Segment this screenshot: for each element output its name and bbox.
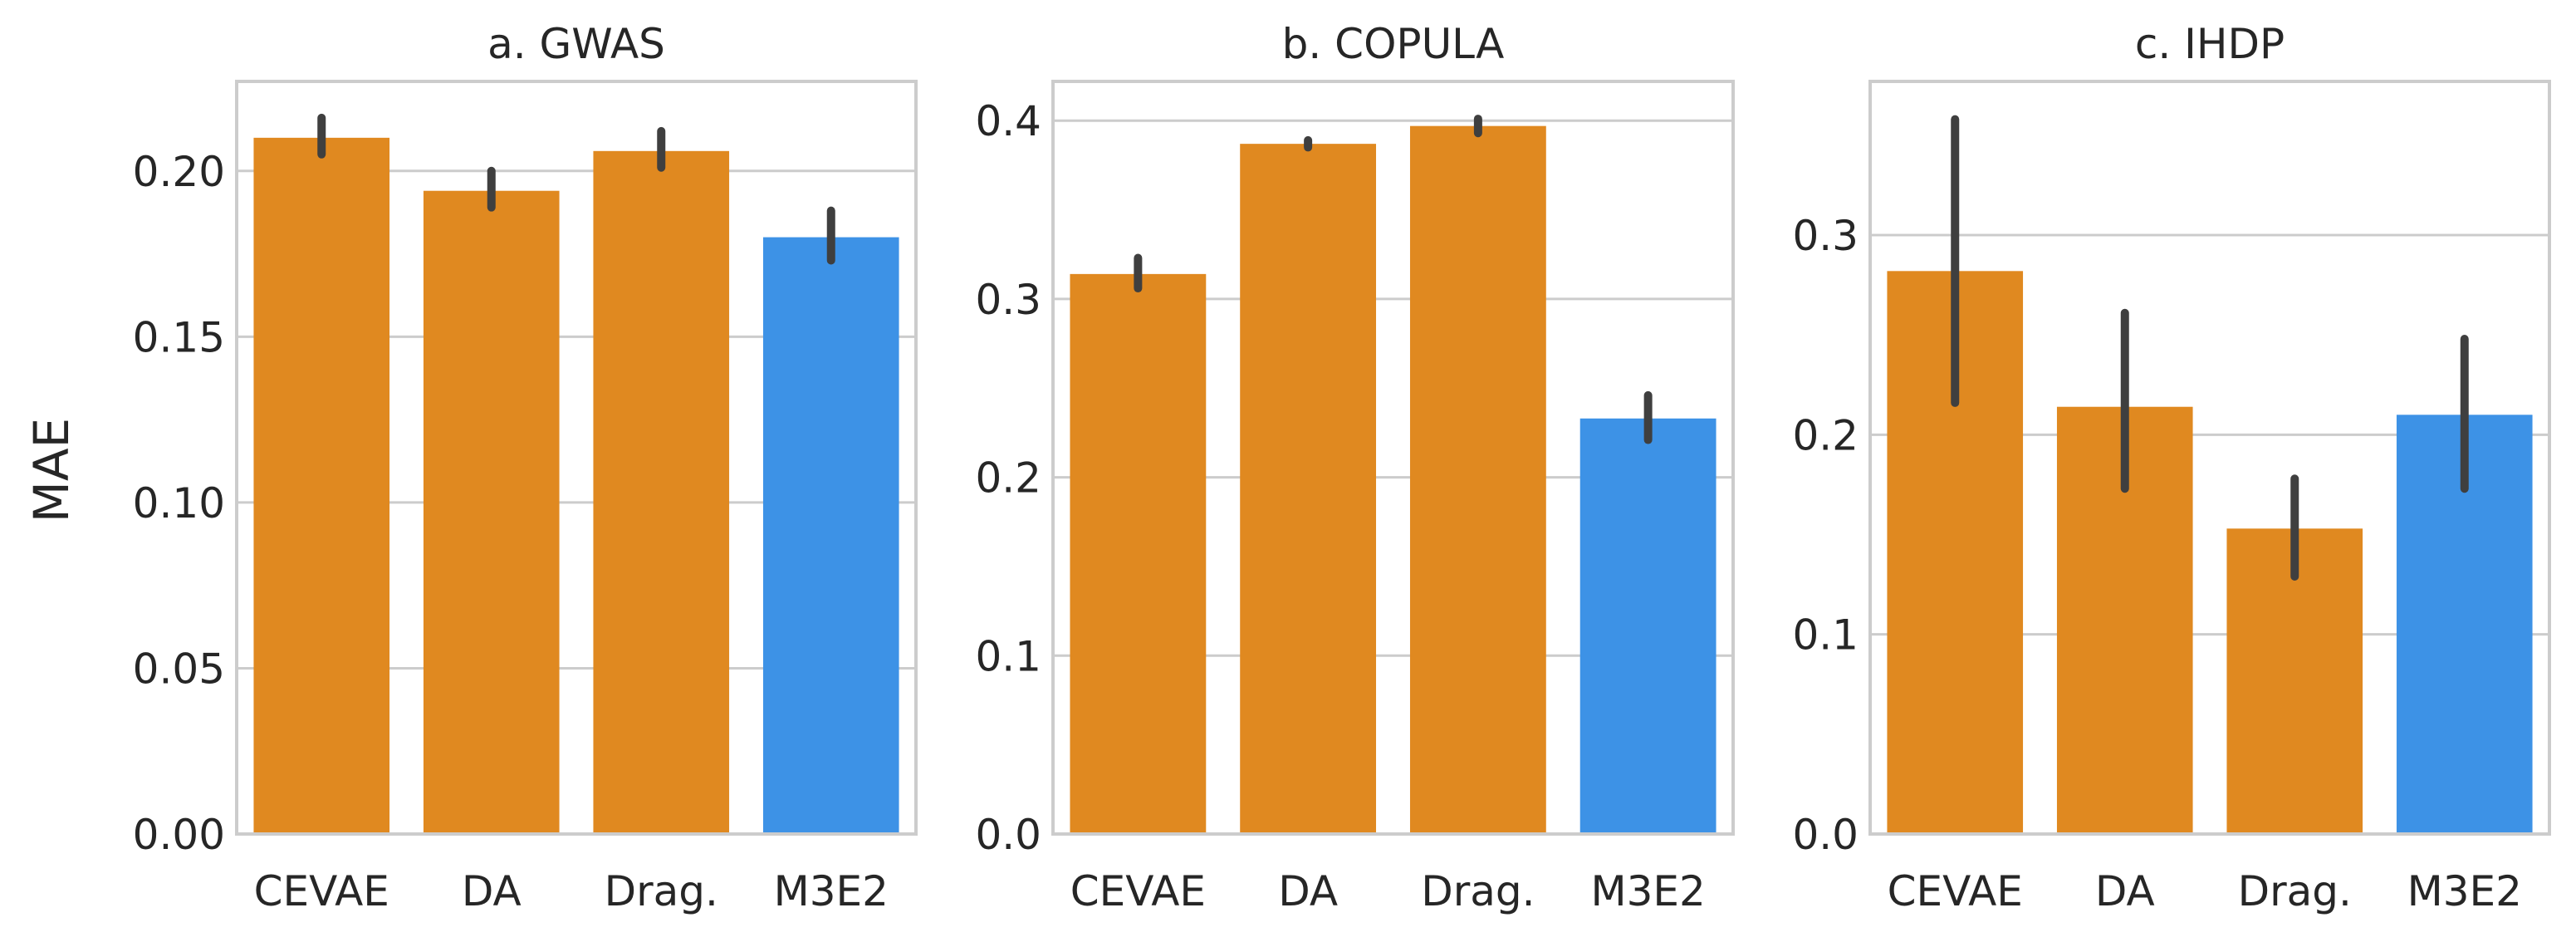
bar-drag <box>593 150 730 835</box>
x-tick-label: M3E2 <box>1590 867 1705 915</box>
bar-cevae <box>1070 273 1207 834</box>
y-tick-label: 0.2 <box>975 454 1041 503</box>
x-tick-label: M3E2 <box>2407 867 2522 915</box>
y-tick-label: 0.0 <box>1792 811 1859 859</box>
x-tick-label: Drag. <box>1421 867 1535 915</box>
x-tick-label: CEVAE <box>1888 867 2023 915</box>
x-tick-label: CEVAE <box>1070 867 1206 915</box>
y-tick-label: 0.00 <box>133 811 225 859</box>
x-tick-label: Drag. <box>605 867 718 915</box>
bar-da <box>1240 144 1377 834</box>
bar-drag <box>1409 125 1546 835</box>
plot-frame <box>235 80 918 836</box>
y-tick-label: 0.05 <box>133 645 225 693</box>
panel-title: c. IHDP <box>2135 20 2285 68</box>
y-tick-label: 0.4 <box>975 97 1041 145</box>
bar-m3e2 <box>762 237 899 834</box>
x-tick-label: DA <box>2095 867 2155 915</box>
y-tick-label: 0.2 <box>1792 411 1859 459</box>
panel-2: 0.0 0.1 0.2 0.3 CEVAE DA Drag. M3E2 c. IHDP <box>1792 20 2551 915</box>
x-tick-label: DA <box>462 867 522 915</box>
y-tick-label: 0.10 <box>133 479 225 527</box>
x-tick-label: M3E2 <box>774 867 889 915</box>
panel-title: b. COPULA <box>1282 20 1505 68</box>
bar-m3e2 <box>1579 418 1717 834</box>
y-axis-label: MAE <box>23 418 80 523</box>
plot-frame <box>1051 80 1735 836</box>
plot-frame <box>1868 80 2551 836</box>
panel-0: 0.00 0.05 0.10 0.15 0.20 CEVAE DA Drag. M3E2 a. G… <box>133 20 918 915</box>
x-tick-label: DA <box>1278 867 1338 915</box>
x-tick-label: CEVAE <box>254 867 389 915</box>
y-tick-label: 0.1 <box>1792 611 1859 660</box>
y-tick-label: 0.20 <box>133 148 225 196</box>
y-tick-label: 0.1 <box>975 632 1041 680</box>
y-tick-label: 0.0 <box>975 811 1041 859</box>
panel-title: a. GWAS <box>487 20 665 68</box>
y-tick-label: 0.3 <box>975 276 1041 324</box>
bar-cevae <box>253 137 390 834</box>
bar-da <box>423 190 560 835</box>
y-tick-label: 0.15 <box>133 313 225 361</box>
y-tick-label: 0.3 <box>1792 212 1859 260</box>
panel-1: 0.0 0.1 0.2 0.3 0.4 CEVAE DA Drag. M3E2 b. COPULA <box>975 20 1735 915</box>
x-tick-label: Drag. <box>2238 867 2352 915</box>
